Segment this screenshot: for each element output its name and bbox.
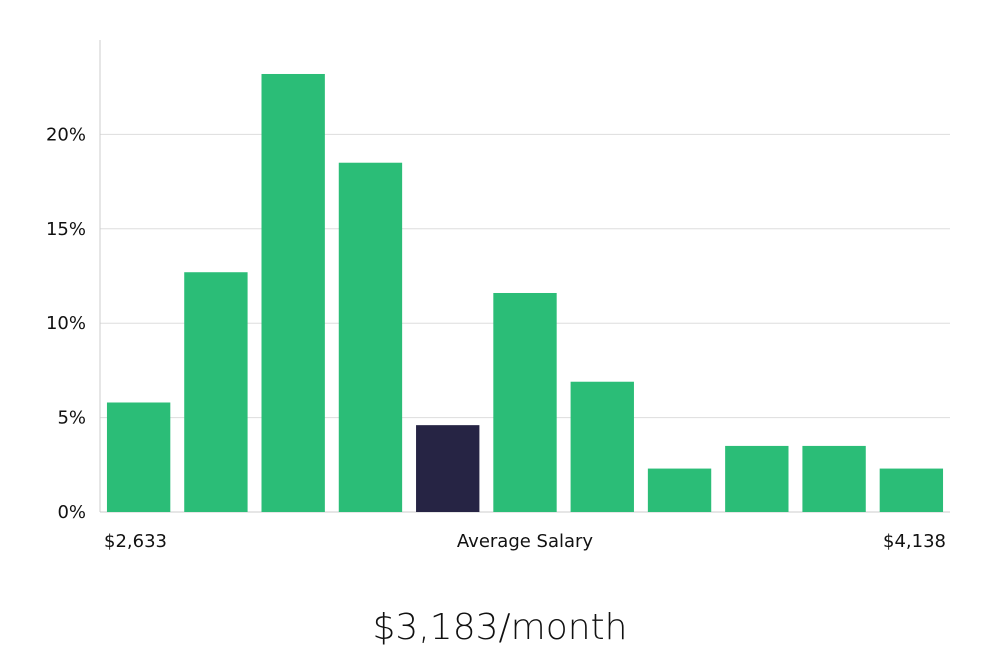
salary-distribution-chart: 0% 5% 10% 15% 20% $2,633 Average Salary $4,1… <box>46 40 950 552</box>
y-tick-label: 5% <box>57 408 86 429</box>
bar <box>338 162 403 512</box>
bar <box>879 468 944 512</box>
bar <box>647 468 712 512</box>
y-tick-label: 20% <box>46 124 86 145</box>
bar-highlight <box>416 425 480 512</box>
y-tick-label: 15% <box>46 219 86 240</box>
average-salary-headline: $3,183/month <box>372 607 628 648</box>
x-max-label: $4,138 <box>883 531 946 552</box>
x-min-label: $2,633 <box>104 531 167 552</box>
y-tick-label: 0% <box>57 502 86 523</box>
bar <box>106 402 171 512</box>
bars <box>106 73 944 512</box>
bar <box>261 73 325 512</box>
bar <box>570 381 634 512</box>
bar <box>493 292 557 512</box>
y-axis-ticks: 0% 5% 10% 15% 20% <box>46 124 86 523</box>
bar <box>725 445 789 512</box>
bar <box>184 272 248 512</box>
y-tick-label: 10% <box>46 313 86 334</box>
bar <box>802 445 866 512</box>
x-axis-title: Average Salary <box>457 531 594 552</box>
